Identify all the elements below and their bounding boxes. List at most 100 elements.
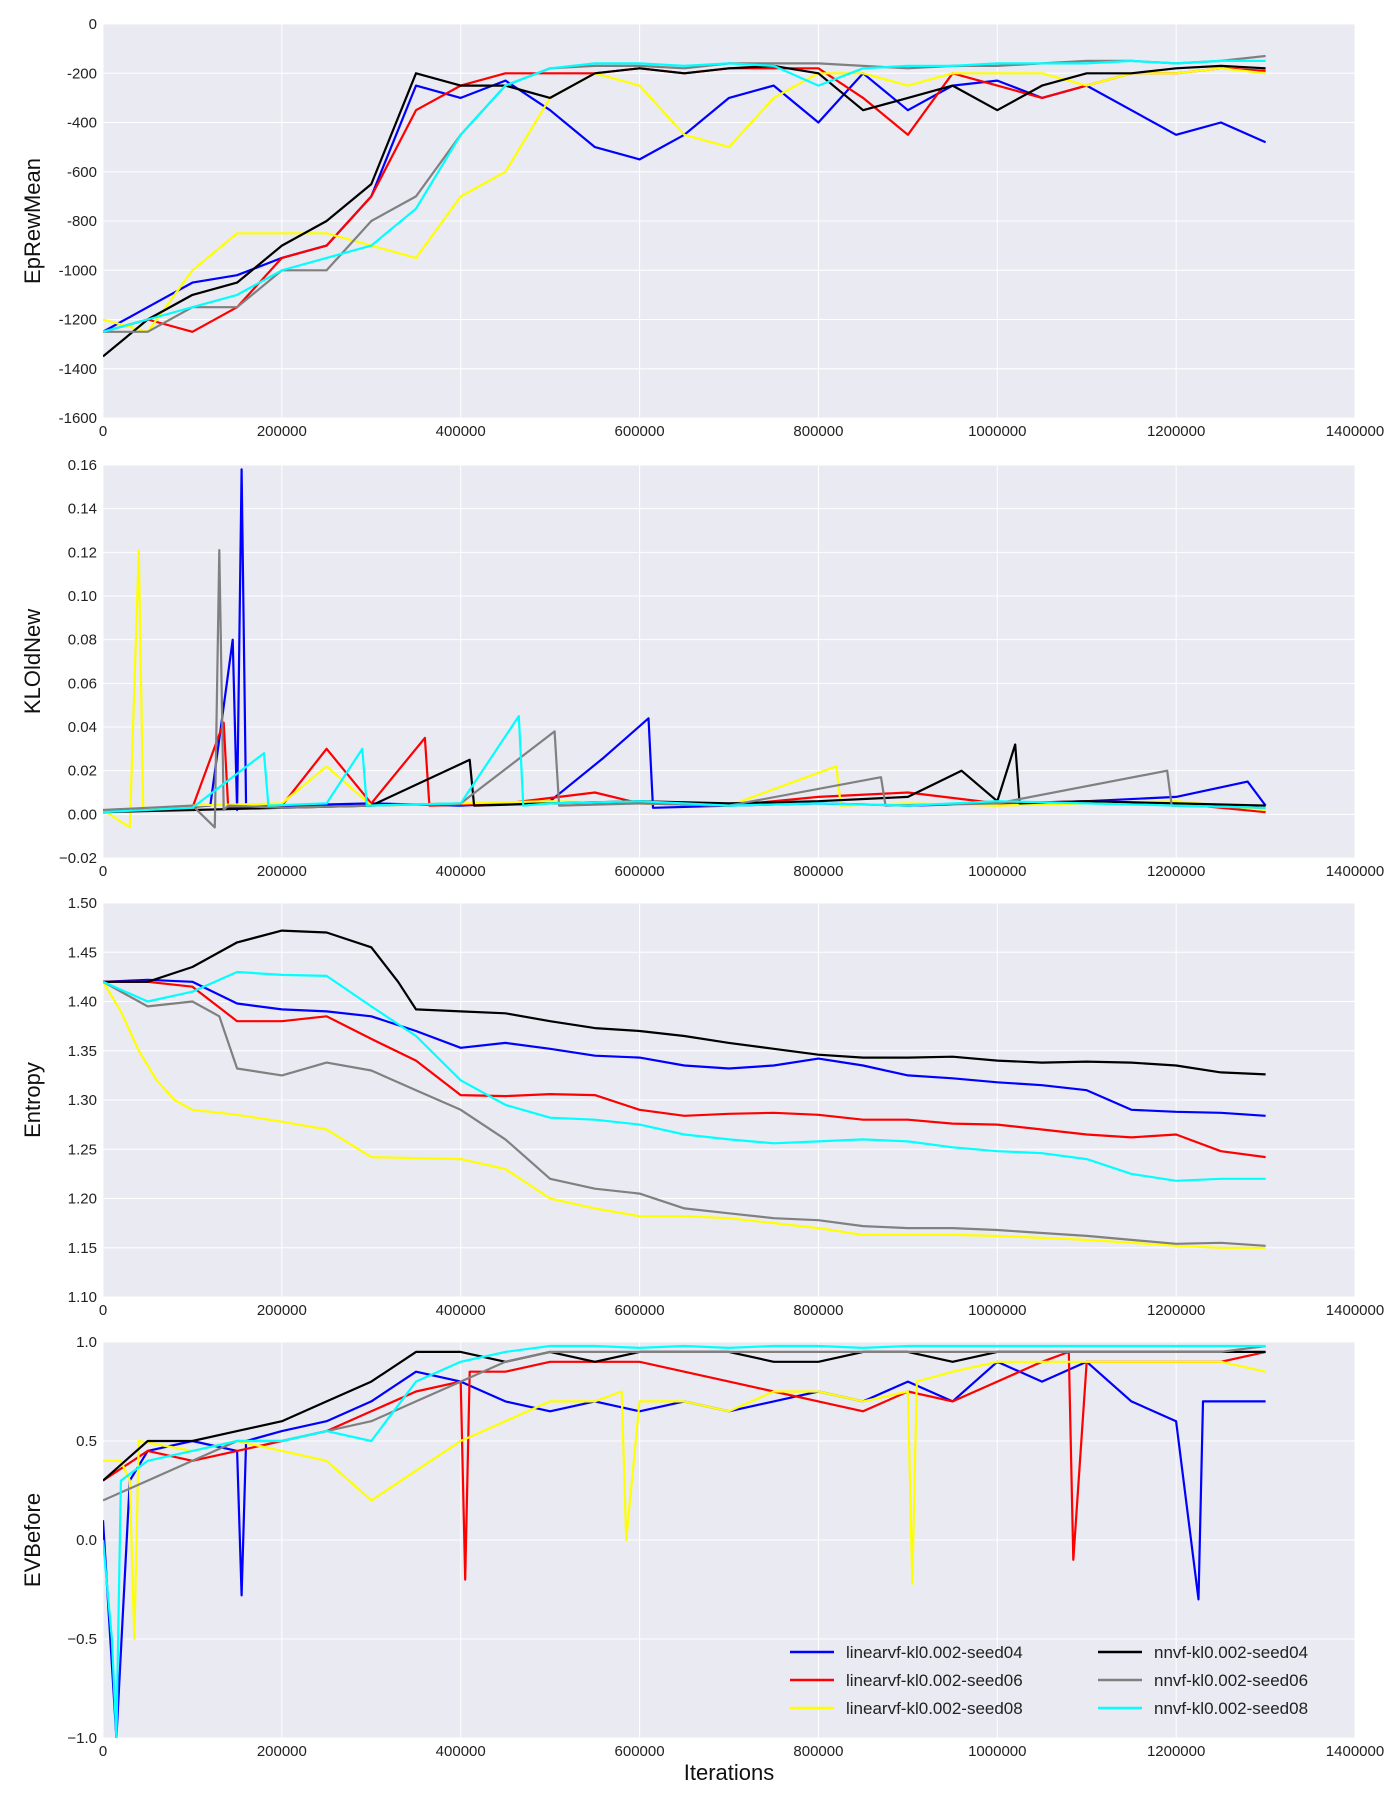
x-tick-label: 1400000 <box>1326 1743 1384 1760</box>
series-line-nnvf-kl0.002-seed06 <box>103 548 1266 829</box>
x-tick-label: 1200000 <box>1147 863 1205 880</box>
x-tick-label: 1400000 <box>1326 1302 1384 1319</box>
y-tick-label: 0.04 <box>68 719 97 736</box>
y-tick-label: 1.50 <box>68 895 97 912</box>
x-tick-label: 800000 <box>793 1743 843 1760</box>
series-line-linearvf-kl0.002-seed06 <box>103 980 1266 1159</box>
y-tick-label: 1.25 <box>68 1141 97 1158</box>
x-tick-label: 400000 <box>436 1302 486 1319</box>
x-tick-label: 800000 <box>793 423 843 440</box>
series-line-nnvf-kl0.002-seed08 <box>103 970 1266 1182</box>
y-tick-label: −1.0 <box>67 1730 97 1747</box>
x-tick-label: 800000 <box>793 863 843 880</box>
x-tick-label: 400000 <box>436 423 486 440</box>
series-line-nnvf-kl0.002-seed08 <box>103 714 1266 814</box>
y-tick-label: -1000 <box>59 262 97 279</box>
plot-area <box>103 465 1355 858</box>
x-tick-label: 400000 <box>436 1743 486 1760</box>
y-tick-label: -1400 <box>59 361 97 378</box>
chart-panel-1: 0 200000 400000 600000 800000 1000000 1200000 1… <box>20 16 1384 440</box>
series-line-linearvf-kl0.002-seed04 <box>103 978 1266 1117</box>
legend-label: linearvf-kl0.002-seed04 <box>846 1643 1023 1662</box>
x-tick-label: 1400000 <box>1326 863 1384 880</box>
y-tick-label: 1.20 <box>68 1191 97 1208</box>
legend-label: nnvf-kl0.002-seed04 <box>1154 1643 1308 1662</box>
x-tick-label: 1200000 <box>1147 1302 1205 1319</box>
y-tick-label: -1600 <box>59 410 97 427</box>
series-line-linearvf-kl0.002-seed08 <box>103 981 1266 1249</box>
y-tick-label: 1.10 <box>68 1289 97 1306</box>
y-tick-label: 0.5 <box>76 1433 97 1450</box>
x-tick-label: 1200000 <box>1147 1743 1205 1760</box>
x-tick-label: 800000 <box>793 1302 843 1319</box>
x-tick-label: 1200000 <box>1147 423 1205 440</box>
x-tick-label: 1000000 <box>968 1302 1026 1319</box>
y-tick-label: 1.40 <box>68 994 97 1011</box>
x-tick-label: 1000000 <box>968 1743 1026 1760</box>
series-line-linearvf-kl0.002-seed08 <box>103 67 1266 333</box>
series-line-nnvf-kl0.002-seed08 <box>103 59 1266 333</box>
y-tick-label: 0.10 <box>68 588 97 605</box>
x-tick-label: 0 <box>99 1302 107 1319</box>
y-axis-label: KLOldNew <box>20 609 45 714</box>
chart-panel-3: 0 200000 400000 600000 800000 1000000 1200000 1… <box>20 895 1384 1319</box>
x-axis-label: Iterations <box>684 1760 775 1785</box>
x-tick-label: 0 <box>99 1743 107 1760</box>
x-tick-label: 200000 <box>257 423 307 440</box>
y-tick-label: 0.0 <box>76 1532 97 1549</box>
series-line-nnvf-kl0.002-seed04 <box>103 929 1266 1076</box>
series-group <box>103 468 1267 829</box>
x-tick-label: 0 <box>99 423 107 440</box>
x-tick-label: 1000000 <box>968 423 1026 440</box>
legend-label: linearvf-kl0.002-seed08 <box>846 1699 1023 1718</box>
series-group <box>103 1344 1266 1738</box>
y-tick-label: 0.02 <box>68 763 97 780</box>
x-tick-label: 200000 <box>257 1302 307 1319</box>
y-tick-label: −0.02 <box>59 850 97 867</box>
series-line-nnvf-kl0.002-seed06 <box>103 54 1266 333</box>
y-tick-label: 1.30 <box>68 1092 97 1109</box>
y-tick-label: -800 <box>67 213 97 230</box>
legend: linearvf-kl0.002-seed04 linearvf-kl0.002-… <box>790 1643 1308 1718</box>
y-axis-label: EVBefore <box>20 1493 45 1587</box>
x-tick-label: 0 <box>99 863 107 880</box>
series-line-nnvf-kl0.002-seed04 <box>103 64 1266 358</box>
x-tick-label: 1000000 <box>968 863 1026 880</box>
legend-label: nnvf-kl0.002-seed08 <box>1154 1699 1308 1718</box>
x-tick-label: 600000 <box>615 1743 665 1760</box>
x-tick-label: 600000 <box>615 863 665 880</box>
y-tick-label: 1.0 <box>76 1334 97 1351</box>
y-tick-label: 1.45 <box>68 944 97 961</box>
y-tick-label: 0.14 <box>68 501 97 518</box>
legend-label: linearvf-kl0.002-seed06 <box>846 1671 1023 1690</box>
y-tick-label: -600 <box>67 164 97 181</box>
x-tick-label: 400000 <box>436 863 486 880</box>
y-tick-label: 1.35 <box>68 1043 97 1060</box>
y-tick-label: 1.15 <box>68 1240 97 1257</box>
y-tick-label: 0.12 <box>68 544 97 561</box>
y-tick-label: 0 <box>89 16 97 33</box>
y-tick-label: -400 <box>67 115 97 132</box>
chart-panel-4: 0 200000 400000 600000 800000 1000000 1200000 1… <box>20 1334 1384 1785</box>
y-tick-label: 0.00 <box>68 806 97 823</box>
y-axis-label: Entropy <box>20 1062 45 1138</box>
series-group <box>103 54 1267 358</box>
y-tick-label: −0.5 <box>67 1631 97 1648</box>
y-tick-label: 0.06 <box>68 675 97 692</box>
x-tick-label: 200000 <box>257 1743 307 1760</box>
series-group <box>103 929 1266 1249</box>
x-tick-label: 200000 <box>257 863 307 880</box>
x-tick-label: 1400000 <box>1326 423 1384 440</box>
series-line-nnvf-kl0.002-seed06 <box>103 980 1266 1247</box>
x-tick-label: 600000 <box>615 1302 665 1319</box>
legend-label: nnvf-kl0.002-seed06 <box>1154 1671 1308 1690</box>
y-tick-label: -1200 <box>59 312 97 329</box>
x-tick-label: 600000 <box>615 423 665 440</box>
y-axis-label: EpRewMean <box>20 158 45 284</box>
y-tick-label: 0.16 <box>68 457 97 474</box>
chart-panel-2: 0 200000 400000 600000 800000 1000000 1200000 1… <box>20 457 1384 880</box>
y-tick-label: -200 <box>67 65 97 82</box>
y-tick-label: 0.08 <box>68 632 97 649</box>
